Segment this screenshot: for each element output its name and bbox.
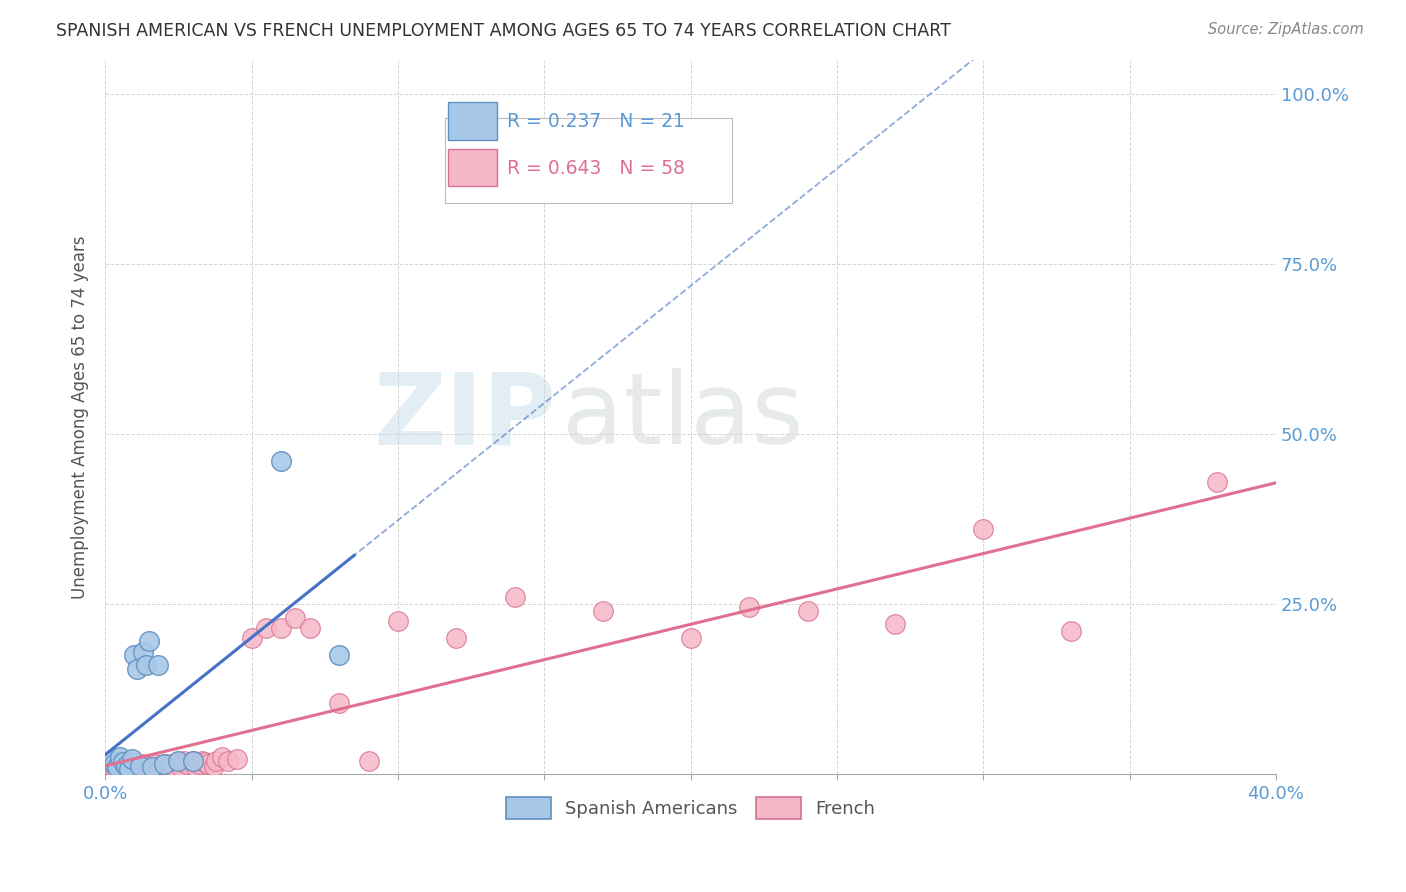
Point — [217, 754, 239, 768]
Point — [114, 760, 136, 774]
Point — [97, 762, 120, 776]
Text: atlas: atlas — [562, 368, 803, 466]
Point — [132, 645, 155, 659]
Point — [124, 755, 146, 769]
Point — [299, 621, 322, 635]
Point — [127, 762, 149, 776]
Point — [254, 621, 277, 635]
Point — [117, 756, 139, 771]
Point — [103, 756, 125, 771]
Point — [205, 754, 228, 768]
Point — [187, 756, 209, 771]
Point — [197, 756, 219, 771]
Point — [103, 760, 125, 774]
Point — [124, 759, 146, 773]
Point — [127, 662, 149, 676]
Point — [121, 752, 143, 766]
Point — [503, 591, 526, 605]
Point — [211, 750, 233, 764]
Point — [738, 600, 761, 615]
Text: SPANISH AMERICAN VS FRENCH UNEMPLOYMENT AMONG AGES 65 TO 74 YEARS CORRELATION CH: SPANISH AMERICAN VS FRENCH UNEMPLOYMENT … — [56, 22, 950, 40]
Point — [117, 762, 139, 776]
Point — [592, 604, 614, 618]
Point — [111, 755, 134, 769]
Point — [167, 754, 190, 768]
Point — [284, 610, 307, 624]
FancyBboxPatch shape — [449, 149, 498, 186]
Point — [100, 759, 122, 773]
Point — [135, 658, 157, 673]
Point — [176, 756, 198, 771]
Point — [191, 754, 214, 768]
Point — [446, 631, 468, 645]
Point — [114, 759, 136, 773]
Point — [105, 756, 128, 771]
Text: Source: ZipAtlas.com: Source: ZipAtlas.com — [1208, 22, 1364, 37]
Point — [240, 631, 263, 645]
Point — [796, 604, 818, 618]
Point — [1060, 624, 1083, 639]
Point — [1206, 475, 1229, 489]
Point — [143, 756, 166, 771]
Point — [135, 759, 157, 773]
Point — [146, 760, 169, 774]
Y-axis label: Unemployment Among Ages 65 to 74 years: Unemployment Among Ages 65 to 74 years — [72, 235, 89, 599]
Point — [129, 759, 152, 773]
Point — [162, 759, 184, 773]
Point — [121, 762, 143, 776]
Point — [138, 634, 160, 648]
Point — [100, 754, 122, 768]
Point — [124, 648, 146, 662]
Text: R = 0.237   N = 21: R = 0.237 N = 21 — [506, 112, 685, 131]
Point — [181, 754, 204, 768]
Point — [972, 522, 994, 536]
Point — [138, 762, 160, 776]
Legend: Spanish Americans, French: Spanish Americans, French — [499, 789, 883, 826]
Point — [173, 754, 195, 768]
Text: ZIP: ZIP — [373, 368, 555, 466]
Point — [108, 762, 131, 776]
Point — [129, 760, 152, 774]
Point — [152, 756, 174, 771]
Point — [202, 759, 225, 773]
Point — [884, 617, 907, 632]
Point — [226, 752, 249, 766]
Point — [152, 756, 174, 771]
Point — [167, 755, 190, 769]
FancyBboxPatch shape — [449, 103, 498, 140]
Point — [270, 621, 292, 635]
Point — [105, 760, 128, 774]
Point — [156, 760, 179, 774]
Point — [328, 696, 350, 710]
Text: R = 0.643   N = 58: R = 0.643 N = 58 — [506, 159, 685, 178]
Point — [111, 759, 134, 773]
Point — [141, 760, 163, 774]
Point — [181, 754, 204, 768]
Point — [108, 754, 131, 768]
Point — [132, 756, 155, 771]
Point — [357, 754, 380, 768]
Point — [194, 755, 217, 769]
Point — [141, 760, 163, 774]
Point — [270, 454, 292, 468]
Point — [387, 614, 409, 628]
Point — [170, 760, 193, 774]
Point — [679, 631, 702, 645]
Point — [159, 756, 181, 771]
Point — [184, 760, 207, 774]
Point — [108, 750, 131, 764]
FancyBboxPatch shape — [444, 119, 731, 202]
Point — [146, 658, 169, 673]
Point — [328, 648, 350, 662]
Point — [149, 759, 172, 773]
